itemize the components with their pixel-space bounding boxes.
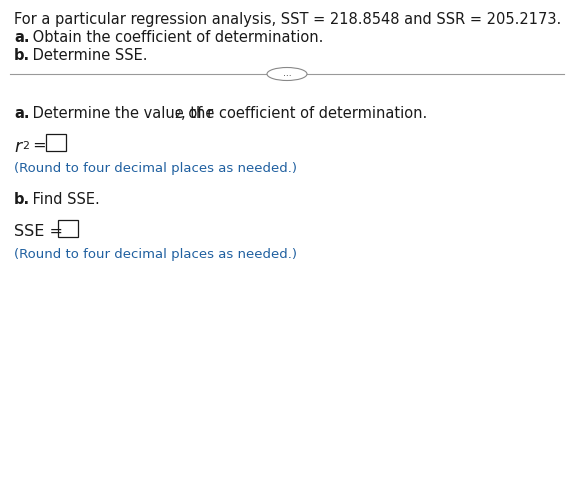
Text: (Round to four decimal places as needed.): (Round to four decimal places as needed.…: [14, 162, 297, 175]
Text: a.: a.: [14, 106, 29, 121]
Text: ...: ...: [282, 70, 292, 78]
Text: r: r: [14, 138, 21, 156]
Text: 2: 2: [22, 141, 29, 151]
Text: b.: b.: [14, 192, 30, 207]
Text: =: =: [28, 138, 46, 153]
Text: a.: a.: [14, 30, 29, 45]
Text: Determine SSE.: Determine SSE.: [28, 48, 148, 63]
Text: b.: b.: [14, 48, 30, 63]
Text: SSE =: SSE =: [14, 224, 68, 239]
Text: , the coefficient of determination.: , the coefficient of determination.: [181, 106, 428, 121]
Bar: [46, 134, 66, 151]
Text: Determine the value of r: Determine the value of r: [28, 106, 213, 121]
Text: Find SSE.: Find SSE.: [28, 192, 100, 207]
Bar: [58, 220, 78, 237]
Text: Obtain the coefficient of determination.: Obtain the coefficient of determination.: [28, 30, 323, 45]
Text: (Round to four decimal places as needed.): (Round to four decimal places as needed.…: [14, 248, 297, 261]
Ellipse shape: [267, 67, 307, 80]
Text: 2: 2: [174, 110, 181, 120]
Text: For a particular regression analysis, SST = 218.8548 and SSR = 205.2173.: For a particular regression analysis, SS…: [14, 12, 561, 27]
